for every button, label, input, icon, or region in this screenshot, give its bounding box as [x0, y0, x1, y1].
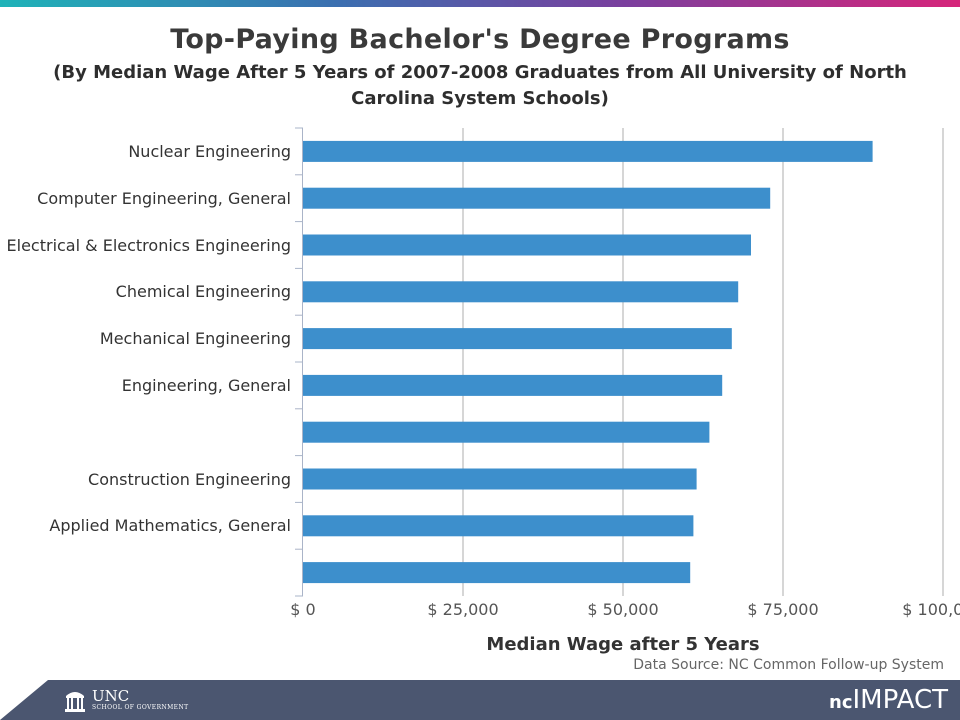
footer-corner-band	[0, 680, 48, 720]
top-accent-stripe	[0, 0, 960, 7]
category-label: Mechanical Engineering	[99, 329, 291, 349]
category-label: Applied Mathematics, General	[49, 516, 291, 536]
category-label: Nuclear Engineering	[128, 141, 291, 161]
bar	[303, 140, 873, 162]
data-source-note: Data Source: NC Common Follow-up System	[633, 657, 944, 673]
category-label: Electrical & Electronics Engineering	[6, 235, 291, 255]
ncimpact-prefix: nc	[829, 692, 853, 713]
bar	[303, 468, 697, 490]
ncimpact-logo: ncIMPACT	[829, 686, 948, 717]
bar	[303, 281, 739, 303]
x-tick-label: $ 100,000	[902, 600, 960, 619]
unc-subtitle: SCHOOL OF GOVERNMENT	[92, 703, 189, 711]
chart-subtitle: (By Median Wage After 5 Years of 2007-20…	[53, 62, 907, 109]
bar	[303, 328, 732, 350]
category-label: Computer Engineering, General	[37, 188, 291, 208]
bar	[303, 562, 691, 584]
x-tick-label: $ 25,000	[427, 600, 499, 619]
x-tick-label: $ 0	[290, 600, 316, 619]
category-label: Chemical Engineering	[115, 282, 291, 302]
x-tick-label: $ 75,000	[747, 600, 819, 619]
unc-name: UNC	[92, 686, 130, 705]
bar	[303, 374, 723, 396]
category-label: Engineering, General	[121, 375, 291, 395]
bar	[303, 515, 694, 537]
bar	[303, 234, 751, 256]
bar	[303, 421, 710, 443]
chart-title: Top-Paying Bachelor's Degree Programs	[170, 24, 790, 55]
unc-logo: UNC SCHOOL OF GOVERNMENT	[64, 684, 189, 716]
category-label: Construction Engineering	[88, 469, 291, 489]
x-tick-label: $ 50,000	[587, 600, 659, 619]
old-well-icon	[65, 692, 85, 712]
bar	[303, 187, 771, 209]
footer-bar: UNC SCHOOL OF GOVERNMENT ncIMPACT	[0, 680, 960, 720]
x-axis-title: Median Wage after 5 Years	[486, 634, 760, 655]
ncimpact-name: IMPACT	[852, 685, 948, 715]
